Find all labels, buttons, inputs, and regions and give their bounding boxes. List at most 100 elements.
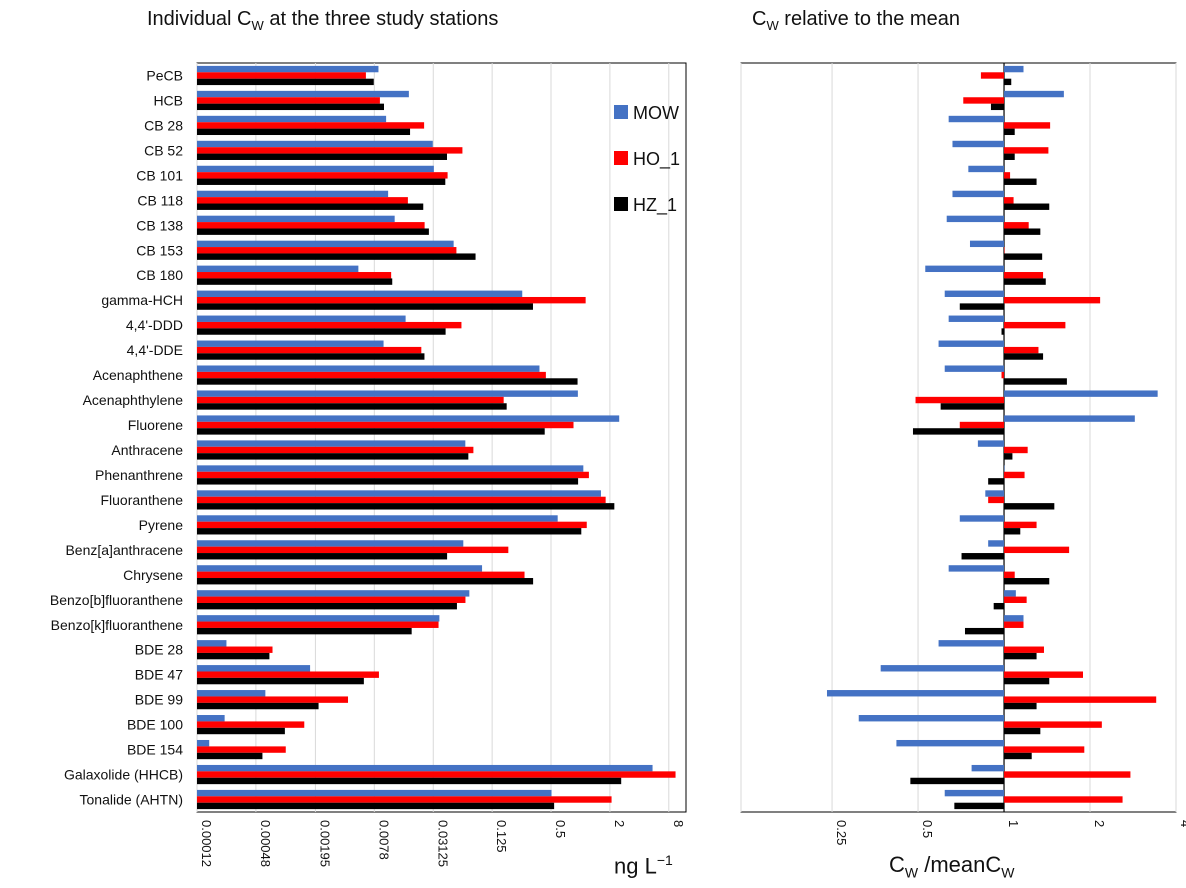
right-bar-anthracene-ho-1 bbox=[1004, 446, 1028, 454]
right-bar-bde-154-ho-1 bbox=[1004, 746, 1085, 753]
right-bar-4-4-dde-ho-1 bbox=[1004, 346, 1039, 354]
left-bar-fluoranthene-hz-1 bbox=[197, 503, 615, 510]
category-label-cb-153: CB 153 bbox=[136, 242, 183, 258]
right-bar-bde-99-ho-1 bbox=[1004, 696, 1157, 703]
left-bar-galaxolide-hhcb-hz-1 bbox=[197, 777, 622, 785]
left-bar-pyrene-hz-1 bbox=[197, 528, 582, 535]
category-label-acenaphthene: Acenaphthene bbox=[93, 367, 184, 383]
left-x-tick-label: 2 bbox=[612, 820, 627, 827]
left-bar-bde-100-hz-1 bbox=[197, 727, 285, 735]
left-bar-bde-154-hz-1 bbox=[197, 752, 263, 760]
category-label-galaxolide-hhcb: Galaxolide (HHCB) bbox=[64, 767, 183, 783]
right-bar-benzo-k-fluoranthene-mow bbox=[1004, 615, 1024, 622]
right-bar-cb-118-mow bbox=[952, 190, 1005, 198]
right-bar-4-4-dde-mow bbox=[938, 340, 1005, 347]
right-x-tick-label: 0.5 bbox=[920, 820, 935, 838]
left-bar-bde-47-hz-1 bbox=[197, 677, 364, 685]
left-x-tick-label: 0.03125 bbox=[435, 820, 450, 867]
category-label-cb-52: CB 52 bbox=[144, 142, 183, 158]
right-bar-phenanthrene-mow bbox=[1004, 465, 1005, 472]
right-bar-cb-118-hz-1 bbox=[1004, 203, 1050, 210]
category-label-benzo-b-fluoranthene: Benzo[b]fluoranthene bbox=[50, 592, 183, 608]
legend-swatch-hz-1 bbox=[614, 197, 628, 211]
left-bar-anthracene-mow bbox=[197, 440, 466, 447]
right-bar-acenaphthene-ho-1 bbox=[1001, 371, 1005, 379]
left-bar-tonalide-ahtn-mow bbox=[197, 789, 552, 797]
left-bar-cb-28-ho-1 bbox=[197, 122, 425, 129]
legend-swatch-mow bbox=[614, 105, 628, 119]
legend-label-ho-1: HO_1 bbox=[633, 149, 680, 170]
left-bar-4-4-dde-mow bbox=[197, 340, 384, 347]
category-label-benz-a-anthracene: Benz[a]anthracene bbox=[65, 542, 183, 558]
left-bar-benzo-b-fluoranthene-hz-1 bbox=[197, 602, 457, 610]
right-bar-fluoranthene-hz-1 bbox=[1004, 503, 1055, 510]
left-bar-benzo-k-fluoranthene-mow bbox=[197, 615, 440, 622]
left-bar-4-4-ddd-hz-1 bbox=[197, 328, 446, 335]
right-bar-bde-100-mow bbox=[858, 715, 1005, 722]
left-bar-phenanthrene-ho-1 bbox=[197, 471, 589, 479]
left-bar-cb-180-mow bbox=[197, 265, 359, 273]
right-bar-hcb-ho-1 bbox=[963, 97, 1005, 104]
left-bar-bde-154-ho-1 bbox=[197, 746, 286, 753]
category-label-bde-154: BDE 154 bbox=[127, 742, 183, 758]
right-bar-gamma-hch-mow bbox=[944, 290, 1005, 297]
right-bar-fluorene-mow bbox=[1004, 415, 1135, 422]
left-bar-cb-101-mow bbox=[197, 165, 434, 173]
legend-label-mow: MOW bbox=[633, 103, 679, 123]
panel-gap bbox=[686, 50, 741, 830]
left-bar-hcb-ho-1 bbox=[197, 97, 380, 104]
left-bar-benz-a-anthracene-mow bbox=[197, 540, 464, 547]
right-bar-fluorene-ho-1 bbox=[959, 421, 1005, 429]
right-bar-bde-100-ho-1 bbox=[1004, 721, 1102, 728]
left-bar-4-4-dde-ho-1 bbox=[197, 346, 422, 354]
left-bar-benzo-k-fluoranthene-hz-1 bbox=[197, 627, 412, 635]
right-bar-hcb-mow bbox=[1004, 90, 1064, 98]
left-bar-phenanthrene-hz-1 bbox=[197, 478, 579, 485]
right-bar-4-4-ddd-hz-1 bbox=[1001, 328, 1005, 335]
right-bar-phenanthrene-ho-1 bbox=[1004, 471, 1025, 479]
right-bar-benzo-b-fluoranthene-hz-1 bbox=[993, 602, 1005, 610]
left-bar-galaxolide-hhcb-ho-1 bbox=[197, 771, 676, 778]
left-bar-cb-52-ho-1 bbox=[197, 147, 463, 154]
right-bar-benzo-b-fluoranthene-mow bbox=[1004, 590, 1016, 597]
left-bar-cb-138-hz-1 bbox=[197, 228, 429, 235]
left-bar-bde-28-ho-1 bbox=[197, 646, 273, 653]
right-bar-fluorene-hz-1 bbox=[912, 428, 1005, 435]
left-bar-hcb-hz-1 bbox=[197, 103, 384, 111]
right-bar-pecb-hz-1 bbox=[1004, 78, 1012, 86]
right-bar-cb-153-ho-1 bbox=[1004, 247, 1005, 254]
right-bar-cb-52-hz-1 bbox=[1004, 153, 1015, 160]
right-bar-tonalide-ahtn-mow bbox=[944, 789, 1005, 797]
category-label-gamma-hch: gamma-HCH bbox=[101, 292, 183, 308]
right-x-tick-label: 4 bbox=[1178, 820, 1186, 827]
category-label-chrysene: Chrysene bbox=[123, 567, 183, 583]
legend-swatch-ho-1 bbox=[614, 151, 628, 165]
left-bar-bde-99-mow bbox=[197, 690, 266, 697]
category-label-bde-28: BDE 28 bbox=[135, 642, 183, 658]
category-label-bde-100: BDE 100 bbox=[127, 717, 183, 733]
right-bar-pyrene-mow bbox=[959, 515, 1005, 522]
right-bar-4-4-ddd-mow bbox=[948, 315, 1005, 322]
left-bar-bde-99-hz-1 bbox=[197, 702, 319, 710]
left-bar-bde-154-mow bbox=[197, 739, 210, 747]
category-label-pecb: PeCB bbox=[146, 67, 183, 83]
right-bar-cb-101-hz-1 bbox=[1004, 178, 1037, 185]
left-bar-cb-153-hz-1 bbox=[197, 253, 476, 260]
category-label-cb-180: CB 180 bbox=[136, 267, 183, 283]
right-bar-cb-180-hz-1 bbox=[1004, 278, 1046, 285]
left-bar-cb-153-ho-1 bbox=[197, 247, 457, 254]
right-bar-tonalide-ahtn-hz-1 bbox=[954, 802, 1005, 810]
left-bar-pyrene-ho-1 bbox=[197, 521, 587, 529]
left-bar-bde-99-ho-1 bbox=[197, 696, 349, 703]
left-bar-bde-47-mow bbox=[197, 665, 311, 672]
left-bar-fluoranthene-ho-1 bbox=[197, 496, 606, 504]
right-bar-fluoranthene-ho-1 bbox=[988, 496, 1005, 504]
left-bar-hcb-mow bbox=[197, 90, 409, 98]
right-bar-anthracene-hz-1 bbox=[1004, 453, 1013, 460]
left-bar-cb-101-ho-1 bbox=[197, 172, 448, 179]
category-label-tonalide-ahtn: Tonalide (AHTN) bbox=[80, 792, 183, 808]
category-label-fluorene: Fluorene bbox=[128, 417, 183, 433]
left-bar-cb-138-ho-1 bbox=[197, 222, 425, 229]
left-bar-gamma-hch-ho-1 bbox=[197, 296, 586, 304]
right-bar-hcb-hz-1 bbox=[990, 103, 1005, 111]
